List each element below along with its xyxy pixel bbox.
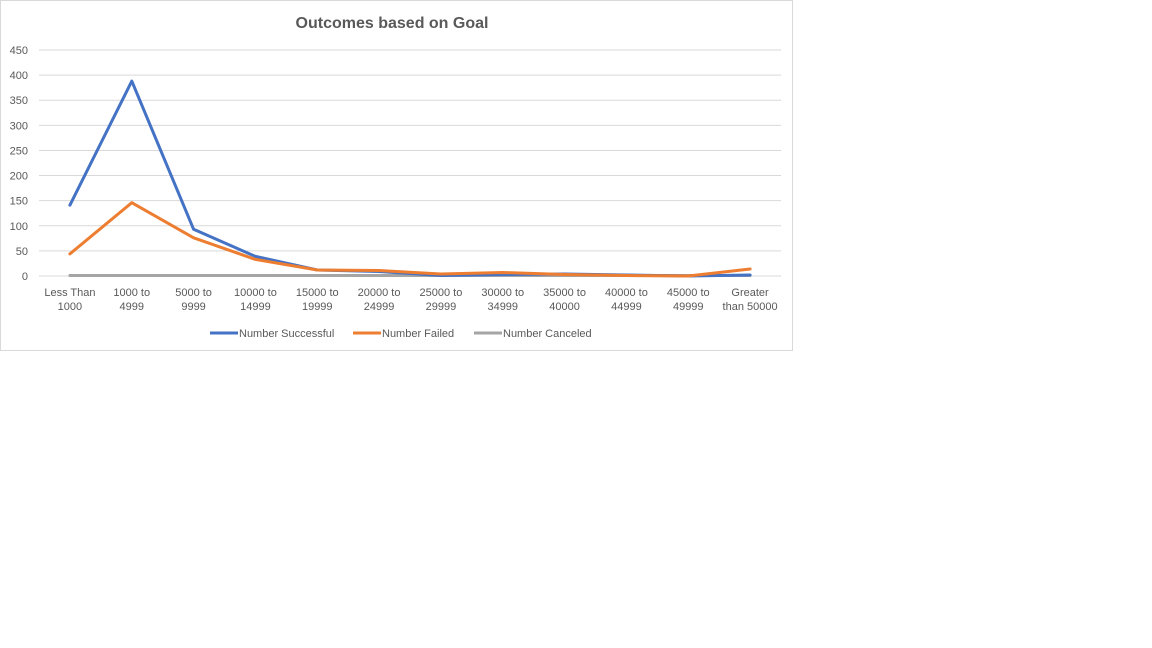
x-tick-label: 15000 to 19999 <box>296 287 339 313</box>
x-tick-label: 20000 to 24999 <box>358 287 401 313</box>
y-tick-label: 300 <box>10 120 28 132</box>
y-tick-label: 0 <box>22 271 28 283</box>
x-tick-label: 1000 to 4999 <box>113 287 150 313</box>
legend-label: Number Failed <box>382 328 454 340</box>
x-tick-label: 5000 to 9999 <box>175 287 212 313</box>
x-tick-label: 10000 to 14999 <box>234 287 277 313</box>
x-tick-label: 30000 to 34999 <box>481 287 524 313</box>
x-tick-label: 45000 to 49999 <box>667 287 710 313</box>
series-line-number-successful <box>68 79 752 278</box>
y-tick-label: 150 <box>10 196 28 208</box>
y-tick-label: 100 <box>10 221 28 233</box>
legend-label: Number Successful <box>239 328 334 340</box>
y-tick-label: 50 <box>16 246 28 258</box>
series-line-number-failed <box>68 201 752 278</box>
line-chart: Outcomes based on Goal 0 50 100 150 200 250 30… <box>10 15 781 340</box>
y-tick-label: 350 <box>10 95 28 107</box>
x-axis-ticks: Less Than 1000 1000 to 4999 5000 to 9999 10000… <box>44 287 777 313</box>
y-tick-label: 200 <box>10 171 28 183</box>
x-tick-label: 40000 to 44999 <box>605 287 648 313</box>
x-tick-label: 25000 to 29999 <box>420 287 463 313</box>
y-tick-label: 450 <box>10 45 28 57</box>
chart-area: Outcomes based on Goal 0 50 100 150 200 250 30… <box>0 0 793 351</box>
y-axis-ticks: 0 50 100 150 200 250 300 350 400 450 <box>10 45 28 283</box>
legend: Number Successful Number Failed Number Can… <box>210 328 592 340</box>
x-tick-label: 35000 to 40000 <box>543 287 586 313</box>
y-tick-label: 250 <box>10 145 28 157</box>
legend-label: Number Canceled <box>503 328 592 340</box>
x-tick-label: Greater than 50000 <box>723 287 778 313</box>
chart-title: Outcomes based on Goal <box>296 15 489 32</box>
series-lines <box>68 79 752 278</box>
gridlines <box>39 49 781 277</box>
x-tick-label: Less Than 1000 <box>44 287 95 313</box>
y-tick-label: 400 <box>10 70 28 82</box>
